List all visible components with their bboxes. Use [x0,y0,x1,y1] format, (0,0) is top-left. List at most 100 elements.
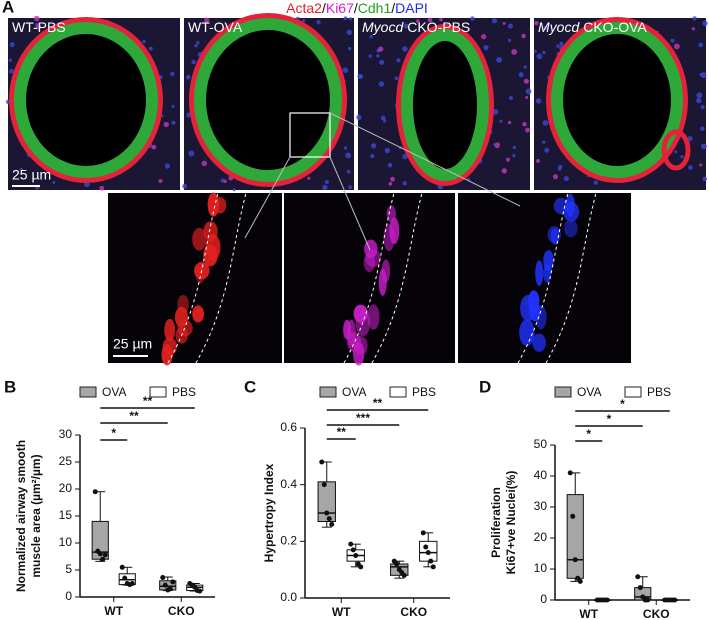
nucleus [220,178,225,183]
nucleus [324,179,329,185]
boundary [371,192,423,364]
point [167,586,173,592]
separator: / [322,0,326,16]
nucleus [196,41,200,45]
nucleus [368,54,372,58]
boundary [195,192,247,364]
zoom-connector [244,156,291,239]
nucleus [536,53,543,60]
y-tick-label: 0.6 [280,420,297,434]
point [100,556,106,562]
nucleus [379,59,385,65]
y-tick-label: 20 [59,481,73,495]
nucleus [559,41,564,46]
y-axis-label-line: Hypertropy Index [262,463,276,562]
nucleus [307,176,311,180]
point [570,513,576,519]
point [604,597,610,603]
x-tick-label: CKO [400,605,427,619]
nucleus [674,150,678,154]
y-axis-label-line: Ki67+ve Nuclei(%) [504,471,518,575]
cell [519,319,535,346]
nucleus [522,122,527,127]
nucleus [680,155,684,159]
image-label: Myocd CKO-PBS [362,19,470,35]
nucleus [696,97,702,104]
sig-label: ** [143,394,153,408]
nucleus [396,58,401,63]
panel-letter: A [2,0,14,16]
legend-swatch [624,386,642,398]
point [329,521,335,527]
nucleus [343,16,348,21]
panel-letter: D [479,377,491,396]
sig-label: ** [373,396,383,410]
nucleus [508,95,514,101]
nucleus [376,54,380,58]
nucleus [525,88,532,95]
y-tick-label: 0 [65,589,72,603]
y-tick-label: 50 [534,437,548,451]
nucleus [182,183,188,189]
y-axis-label-line: Normalized airway smooth [14,440,28,592]
nucleus [346,29,353,36]
nucleus [496,56,502,63]
cell [389,217,400,245]
nucleus [164,163,171,169]
nucleus [185,74,191,80]
y-tick-label: 20 [534,530,548,544]
nucleus [370,154,375,159]
point [577,578,583,584]
smooth-muscle [189,13,347,187]
legend-label: OVA [342,385,366,399]
nucleus [670,38,675,43]
x-tick-label: WT [104,604,123,618]
point [350,547,356,553]
legend-swatch [149,386,167,398]
cell [207,192,220,217]
nucleus [402,153,408,160]
y-tick-label: 10 [534,561,548,575]
cell [352,341,365,366]
y-axis-label: ProliferationKi67+ve Nuclei(%) [489,471,518,575]
smooth-muscle [9,17,163,183]
nucleus [702,176,707,182]
nucleus [534,20,539,26]
nucleus [378,81,385,87]
y-tick-label: 30 [534,499,548,513]
y-tick-label: 5 [65,562,72,576]
nucleus [512,154,516,158]
nucleus [552,174,559,180]
nucleus [535,98,542,104]
sig-label: * [620,397,625,411]
nucleus [188,150,195,157]
boundary [343,192,395,364]
nucleus [700,105,705,110]
y-tick-label: 25 [59,454,73,468]
nucleus [369,35,373,39]
zoom-connector [329,112,521,207]
point [97,551,103,557]
boundary [545,192,597,364]
nucleus [542,120,549,126]
point [119,564,125,570]
nucleus [204,17,210,23]
point [326,516,332,522]
point [319,459,325,465]
nucleus [346,169,351,174]
nucleus [194,44,198,48]
nucleus [33,15,40,22]
y-axis-label: Normalized airway smoothmuscle area (µm²… [14,440,43,592]
nucleus [163,121,169,128]
panel-letter: C [244,377,256,396]
nucleus [348,185,352,190]
point [401,572,407,578]
nucleus [158,178,163,184]
nucleus [523,65,527,69]
stain: Ki67 [326,0,354,16]
nucleus [378,46,384,52]
point [428,558,434,564]
cell [343,319,352,340]
y-tick-label: 0.0 [280,590,297,604]
y-tick-label: 15 [59,508,73,522]
